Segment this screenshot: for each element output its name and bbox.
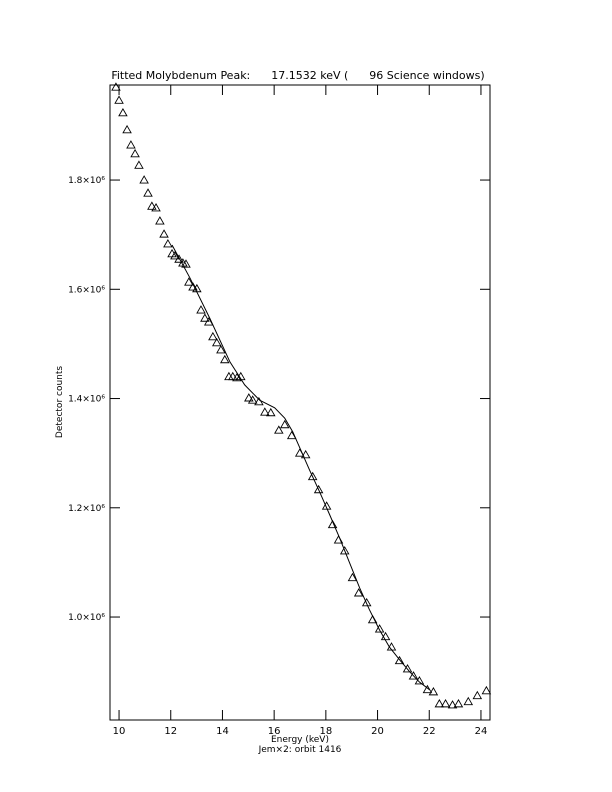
data-point (453, 698, 464, 708)
data-point (122, 124, 132, 134)
data-point (300, 449, 311, 459)
x-tick-label: 14 (216, 726, 229, 737)
data-point (339, 546, 350, 555)
data-point (200, 313, 210, 322)
data-point (208, 331, 218, 341)
data-point (163, 239, 173, 248)
data-point (247, 395, 258, 404)
data-point (394, 655, 405, 665)
data-point (327, 519, 338, 529)
data-point (181, 259, 191, 268)
data-point (408, 671, 419, 680)
data-point (428, 686, 439, 696)
data-point (139, 175, 149, 184)
y-axis-label: Detector counts (55, 366, 65, 438)
data-point (216, 345, 226, 354)
data-point (196, 305, 206, 314)
chart-title: Fitted Molybdenum Peak: 17.1532 keV ( 96… (111, 69, 484, 82)
subtitle: Jem×2: orbit 1416 (258, 745, 342, 755)
y-tick-label: 1.2×10⁶ (68, 504, 105, 514)
data-point (170, 251, 180, 260)
data-point (232, 372, 242, 382)
data-point (321, 501, 332, 510)
x-tick-label: 24 (475, 726, 488, 737)
data-point (260, 407, 270, 416)
data-point (114, 95, 124, 104)
data-point (118, 107, 128, 117)
y-tick-label: 1.0×10⁶ (68, 613, 105, 623)
data-point (447, 700, 458, 709)
data-point (228, 371, 238, 381)
data-point (402, 664, 413, 673)
data-point (279, 419, 290, 429)
y-tick-label: 1.6×10⁶ (68, 285, 105, 295)
data-point (463, 696, 474, 706)
x-tick-label: 20 (371, 726, 384, 737)
data-point (434, 698, 445, 708)
data-point (155, 216, 165, 225)
data-point (211, 337, 222, 347)
data-point (147, 201, 157, 210)
data-point (143, 188, 153, 197)
data-point (361, 597, 372, 607)
data-point (159, 229, 169, 238)
y-tick-label: 1.8×10⁶ (68, 176, 105, 186)
data-point (472, 690, 483, 700)
data-point (440, 698, 451, 708)
data-point (266, 407, 276, 417)
data-point (130, 148, 140, 158)
y-tick-label: 1.4×10⁶ (68, 395, 105, 405)
data-point (203, 317, 214, 326)
data-point (126, 140, 136, 149)
data-point (111, 82, 121, 91)
plot-frame (109, 84, 491, 721)
fit-line (171, 244, 430, 691)
data-point (184, 277, 194, 286)
data-point (313, 484, 324, 494)
data-point (188, 282, 198, 291)
x-tick-label: 16 (268, 726, 281, 737)
data-point (151, 202, 161, 212)
data-point (174, 254, 184, 263)
data-point (274, 425, 284, 434)
data-point (134, 160, 144, 169)
x-tick-label: 18 (319, 726, 332, 737)
data-point (307, 471, 318, 481)
x-tick-label: 10 (113, 726, 126, 737)
data-point (347, 572, 358, 582)
data-point (374, 624, 385, 633)
data-point (244, 393, 254, 402)
data-point (220, 354, 230, 364)
x-tick-label: 22 (423, 726, 436, 737)
x-tick-label: 12 (164, 726, 177, 737)
x-axis-label: Energy (keV) (271, 735, 329, 745)
data-point (481, 685, 492, 695)
data-point (353, 588, 364, 597)
